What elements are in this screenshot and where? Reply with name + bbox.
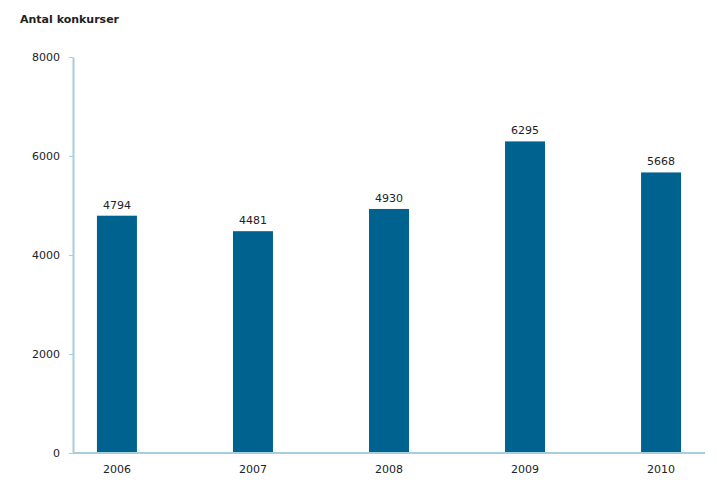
y-tick-label: 6000	[32, 150, 60, 163]
bar	[505, 141, 545, 453]
data-labels: 4794 4481 4930 6295 5668	[103, 124, 675, 227]
x-tick-label: 2008	[375, 463, 403, 476]
bar	[233, 231, 273, 453]
y-tick: 6000	[32, 150, 73, 163]
y-tick-label: 8000	[32, 51, 60, 64]
x-tick: 2006	[103, 453, 131, 476]
title: Antal konkurser	[20, 13, 120, 26]
y-tick-mark	[69, 453, 73, 454]
x-tick-label: 2007	[239, 463, 267, 476]
x-tick: 2009	[511, 453, 539, 476]
bar	[369, 209, 409, 453]
y-tick-mark	[69, 255, 73, 256]
y-tick: 2000	[32, 348, 73, 361]
y-tick-mark	[69, 354, 73, 355]
chart: Antal konkurser 4794 4481 4930 6295 5668 0 2000…	[0, 0, 717, 490]
y-tick-label: 0	[53, 447, 60, 460]
y-tick-label: 2000	[32, 348, 60, 361]
y-tick-mark	[69, 57, 73, 58]
y-axis: 0 2000 4000 6000 8000	[32, 51, 74, 460]
y-tick: 4000	[32, 249, 73, 262]
x-tick-label: 2009	[511, 463, 539, 476]
bar	[641, 172, 681, 453]
y-tick-label: 4000	[32, 249, 60, 262]
bars	[97, 141, 681, 453]
x-tick: 2007	[239, 453, 267, 476]
y-tick: 0	[53, 447, 73, 460]
data-label: 5668	[647, 155, 675, 168]
data-label: 4481	[239, 214, 267, 227]
data-label: 6295	[511, 124, 539, 137]
data-label: 4930	[375, 192, 403, 205]
x-axis-line	[73, 452, 705, 454]
data-label: 4794	[103, 199, 131, 212]
y-tick-mark	[69, 156, 73, 157]
y-tick: 8000	[32, 51, 73, 64]
bar	[97, 216, 137, 453]
x-tick: 2010	[647, 453, 675, 476]
x-axis: 2006 2007 2008 2009 2010	[73, 453, 705, 476]
x-tick-label: 2006	[103, 463, 131, 476]
x-tick: 2008	[375, 453, 403, 476]
x-tick-label: 2010	[647, 463, 675, 476]
